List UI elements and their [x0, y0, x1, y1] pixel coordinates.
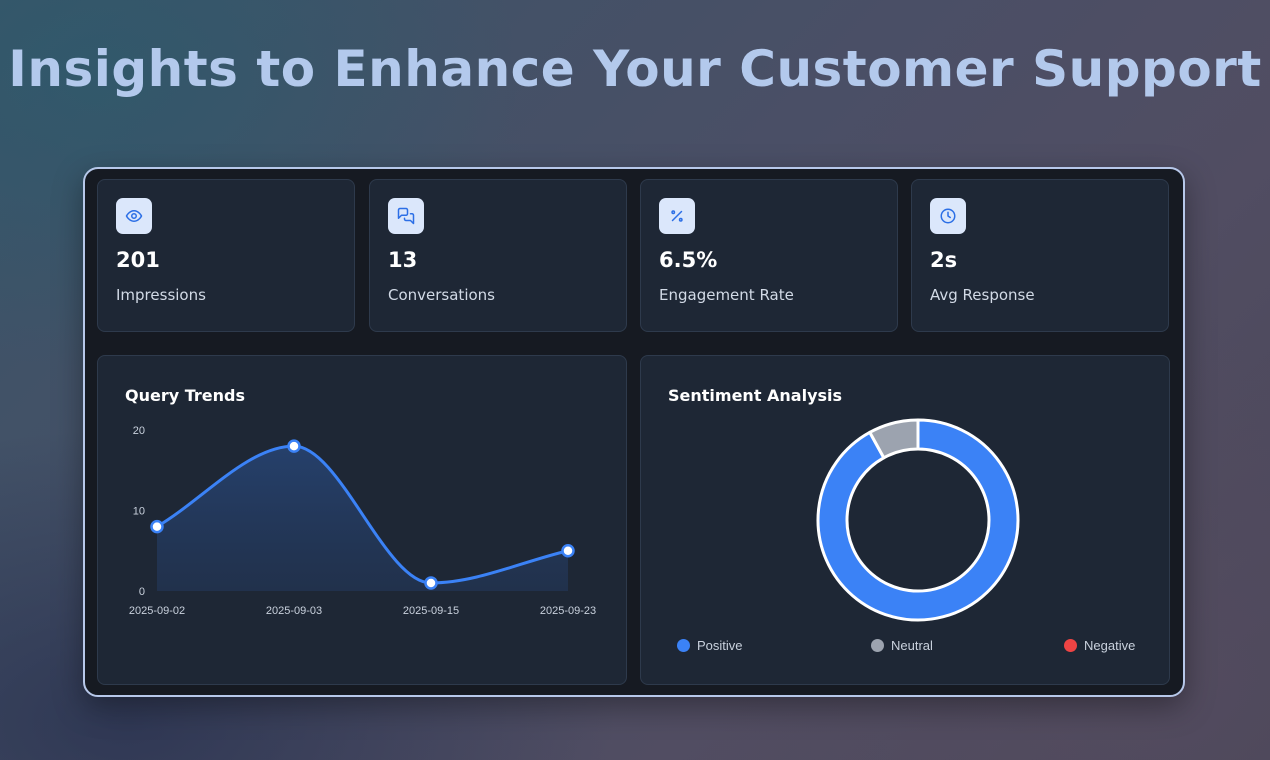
data-point [150, 519, 164, 534]
sentiment-title: Sentiment Analysis [668, 386, 843, 405]
donut-slice-neutral [868, 418, 920, 460]
trend-line [155, 444, 570, 585]
y-tick-label: 0 [139, 586, 145, 598]
trend-area [157, 446, 568, 591]
query-trends-title: Query Trends [125, 386, 245, 405]
stat-card-avg-response: 2s Avg Response [911, 179, 1169, 332]
page-title: Insights to Enhance Your Customer Suppor… [8, 40, 1262, 98]
x-tick-label: 2025-09-23 [540, 605, 596, 617]
clock-icon [930, 198, 966, 234]
eye-icon [116, 198, 152, 234]
stat-label: Engagement Rate [659, 286, 794, 304]
stat-card-impressions: 201 Impressions [97, 179, 355, 332]
stat-label: Avg Response [930, 286, 1035, 304]
legend-label: Neutral [891, 638, 933, 653]
donut-slice-positive [816, 418, 1020, 622]
legend-label: Negative [1084, 638, 1136, 653]
stat-value: 2s [930, 248, 958, 272]
legend-dot-positive [677, 639, 690, 652]
stat-card-engagement-rate: 6.5% Engagement Rate [640, 179, 898, 332]
percent-icon [659, 198, 695, 234]
legend-item-negative[interactable]: Negative [1064, 638, 1135, 653]
stat-label: Conversations [388, 286, 495, 304]
query-trends-panel: Query Trends 0 10 20 2025-09-02 2025-09-03 20… [97, 355, 627, 685]
query-trends-chart: 0 10 20 2025-09-02 2025-09-03 2025-09-15 2025-… [129, 425, 596, 617]
x-tick-label: 2025-09-03 [266, 605, 322, 617]
y-tick-label: 10 [133, 506, 145, 518]
legend-dot-neutral [871, 639, 884, 652]
data-point [287, 439, 301, 453]
stat-label: Impressions [116, 286, 206, 304]
legend-dot-negative [1064, 639, 1077, 652]
stat-value: 201 [116, 248, 160, 272]
data-point [561, 544, 575, 558]
stat-card-conversations: 13 Conversations [369, 179, 627, 332]
x-tick-label: 2025-09-15 [403, 605, 459, 617]
stat-value: 6.5% [659, 248, 718, 272]
y-tick-label: 20 [133, 425, 145, 437]
sentiment-panel: Sentiment Analysis Positive Neutral Nega… [640, 355, 1170, 685]
legend-item-neutral[interactable]: Neutral [871, 638, 933, 653]
sentiment-donut-chart [816, 418, 1020, 622]
dashboard-frame: 201 Impressions 13 Conversations 6.5% En… [83, 167, 1185, 697]
data-point [424, 576, 438, 590]
legend-item-positive[interactable]: Positive [677, 638, 743, 653]
x-tick-label: 2025-09-02 [129, 605, 185, 617]
stat-value: 13 [388, 248, 418, 272]
legend-label: Positive [697, 638, 743, 653]
chat-icon [388, 198, 424, 234]
